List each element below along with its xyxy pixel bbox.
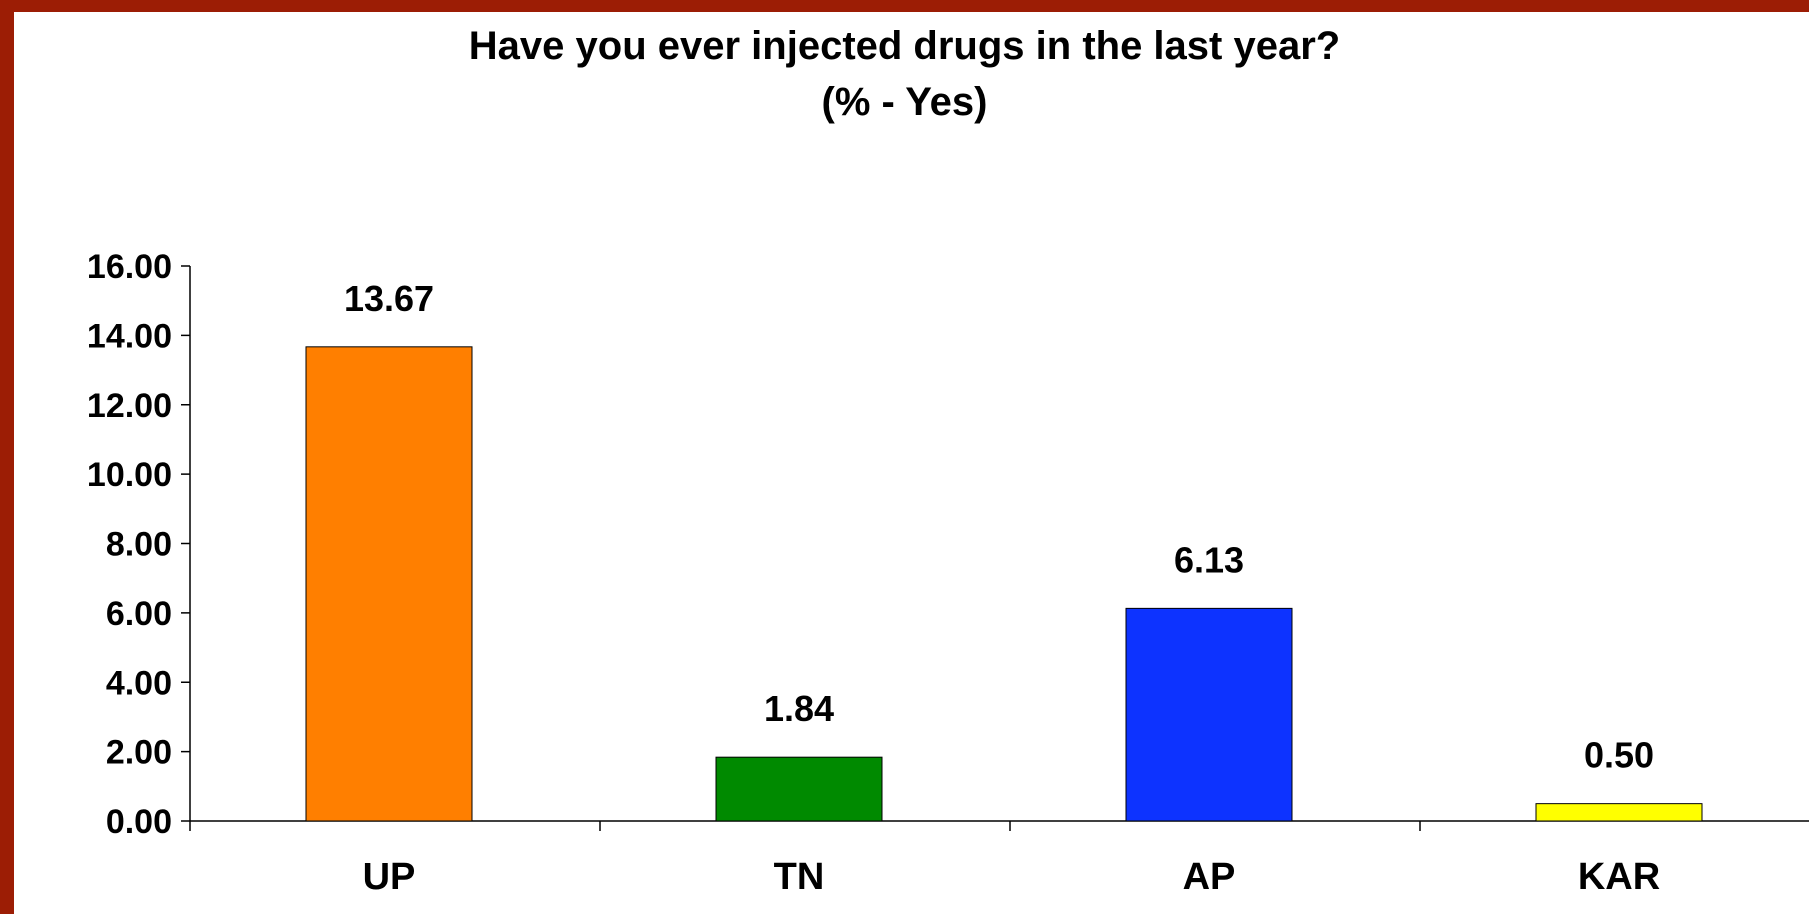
bar-ap (1125, 607, 1293, 822)
y-tick-label: 0.00 (106, 803, 172, 841)
x-tick-label: AP (1183, 856, 1236, 898)
chart-subtitle: (% - Yes) (821, 80, 988, 124)
y-tick-label: 12.00 (87, 387, 172, 425)
chart-labels: 13.67 UP 1.84 TN 6.13 AP 0.50 KAR (344, 278, 1660, 898)
bar-kar (1535, 803, 1703, 822)
chart-title: Have you ever injected drugs in the last… (468, 24, 1341, 68)
data-label: 13.67 (344, 278, 434, 319)
chart-bars (305, 346, 1703, 822)
bar-tn (715, 756, 883, 822)
x-tick-label: TN (774, 856, 825, 898)
y-tick-label: 16.00 (87, 248, 172, 286)
y-tick-label: 4.00 (106, 664, 172, 702)
y-tick-label: 6.00 (106, 595, 172, 633)
data-label: 1.84 (764, 688, 834, 729)
y-tick-label: 8.00 (106, 526, 172, 564)
data-label: 0.50 (1584, 735, 1654, 776)
y-tick-label: 2.00 (106, 734, 172, 772)
x-tick-label: UP (363, 856, 416, 898)
bar-up (305, 346, 473, 822)
y-tick-label: 14.00 (87, 317, 172, 355)
y-tick-label: 10.00 (87, 456, 172, 494)
x-tick-label: KAR (1578, 856, 1660, 898)
data-label: 6.13 (1174, 539, 1244, 580)
